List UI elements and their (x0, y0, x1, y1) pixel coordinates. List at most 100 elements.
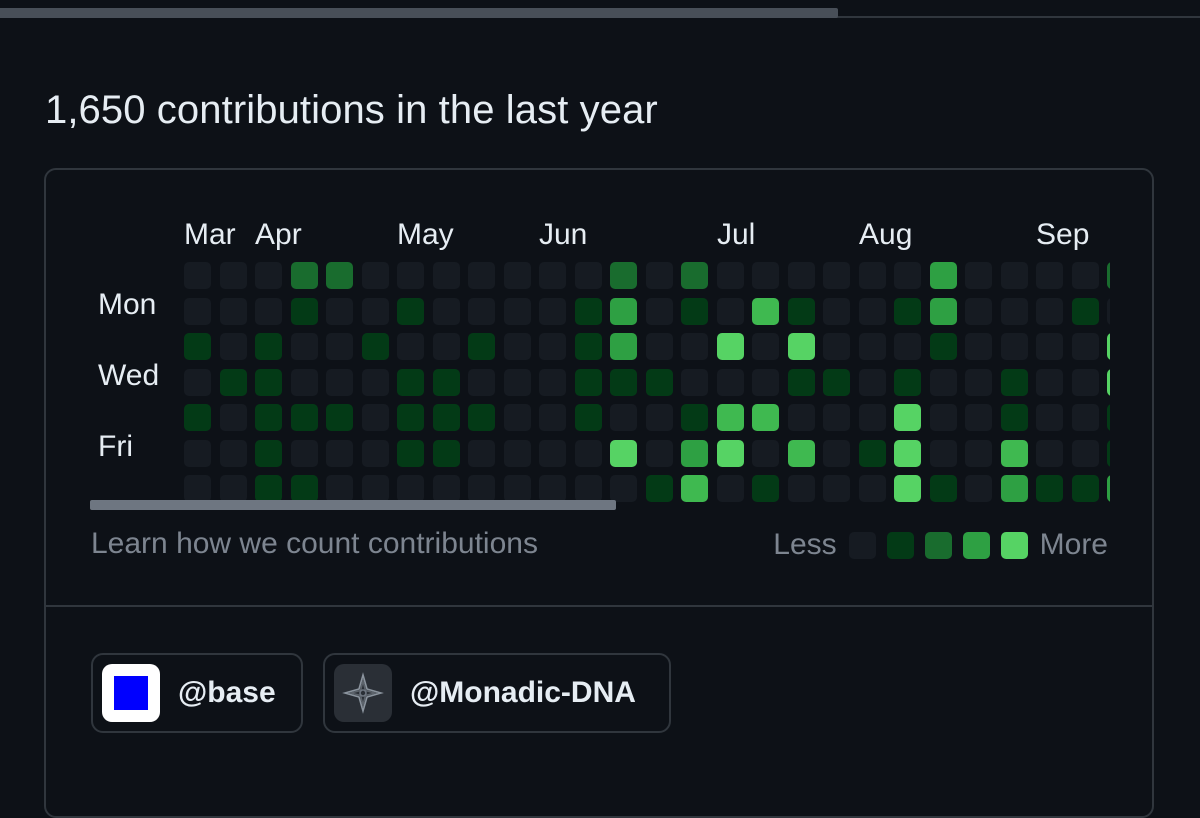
contribution-day-cell[interactable] (645, 333, 673, 360)
contribution-day-cell[interactable] (539, 333, 566, 360)
contribution-day-cell[interactable] (361, 439, 389, 467)
contribution-day-cell[interactable] (255, 404, 282, 431)
contribution-day-cell[interactable] (1107, 262, 1110, 289)
contribution-day-cell[interactable] (681, 404, 708, 431)
contribution-day-cell[interactable] (681, 297, 708, 325)
contribution-day-cell[interactable] (503, 475, 531, 502)
contribution-day-cell[interactable] (503, 368, 531, 396)
contribution-day-cell[interactable] (468, 475, 495, 502)
contribution-day-cell[interactable] (539, 475, 566, 502)
contribution-day-cell[interactable] (539, 297, 566, 325)
contribution-day-cell[interactable] (539, 262, 566, 289)
contribution-day-cell[interactable] (574, 475, 602, 502)
contribution-day-cell[interactable] (787, 404, 815, 431)
contribution-day-cell[interactable] (716, 368, 744, 396)
contribution-day-cell[interactable] (787, 439, 815, 467)
contribution-day-cell[interactable] (610, 333, 637, 360)
contribution-day-cell[interactable] (610, 439, 637, 467)
contribution-day-cell[interactable] (1071, 404, 1099, 431)
contribution-day-cell[interactable] (929, 297, 957, 325)
contribution-day-cell[interactable] (290, 333, 318, 360)
contribution-day-cell[interactable] (574, 262, 602, 289)
contribution-day-cell[interactable] (219, 333, 247, 360)
contribution-day-cell[interactable] (184, 475, 211, 502)
contribution-day-cell[interactable] (468, 404, 495, 431)
contribution-day-cell[interactable] (929, 475, 957, 502)
contribution-day-cell[interactable] (823, 368, 850, 396)
contribution-day-cell[interactable] (610, 404, 637, 431)
contribution-day-cell[interactable] (858, 404, 886, 431)
contribution-day-cell[interactable] (574, 404, 602, 431)
contribution-day-cell[interactable] (290, 297, 318, 325)
contribution-day-cell[interactable] (468, 262, 495, 289)
contribution-day-cell[interactable] (184, 262, 211, 289)
contribution-day-cell[interactable] (432, 333, 460, 360)
contribution-day-cell[interactable] (361, 262, 389, 289)
contribution-day-cell[interactable] (965, 368, 992, 396)
contribution-day-cell[interactable] (1036, 439, 1063, 467)
contribution-day-cell[interactable] (1000, 439, 1028, 467)
contribution-day-cell[interactable] (645, 297, 673, 325)
contribution-day-cell[interactable] (503, 262, 531, 289)
contribution-day-cell[interactable] (574, 368, 602, 396)
contribution-day-cell[interactable] (397, 439, 424, 467)
contribution-day-cell[interactable] (219, 262, 247, 289)
contribution-day-cell[interactable] (574, 333, 602, 360)
contribution-day-cell[interactable] (219, 475, 247, 502)
contribution-day-cell[interactable] (255, 297, 282, 325)
contribution-day-cell[interactable] (1000, 404, 1028, 431)
contribution-day-cell[interactable] (326, 333, 353, 360)
contribution-day-cell[interactable] (823, 297, 850, 325)
contribution-day-cell[interactable] (539, 368, 566, 396)
contribution-day-cell[interactable] (716, 297, 744, 325)
contribution-day-cell[interactable] (574, 439, 602, 467)
contribution-day-cell[interactable] (361, 368, 389, 396)
contribution-day-cell[interactable] (787, 368, 815, 396)
contribution-day-cell[interactable] (255, 475, 282, 502)
contribution-day-cell[interactable] (1036, 475, 1063, 502)
contribution-day-cell[interactable] (326, 368, 353, 396)
contribution-day-cell[interactable] (965, 262, 992, 289)
contribution-day-cell[interactable] (894, 404, 921, 431)
contribution-day-cell[interactable] (645, 439, 673, 467)
contribution-day-cell[interactable] (823, 333, 850, 360)
contribution-day-cell[interactable] (716, 439, 744, 467)
contribution-day-cell[interactable] (1036, 404, 1063, 431)
contribution-day-cell[interactable] (965, 475, 992, 502)
contribution-day-cell[interactable] (539, 439, 566, 467)
contribution-day-cell[interactable] (255, 368, 282, 396)
contribution-day-cell[interactable] (681, 262, 708, 289)
contribution-day-cell[interactable] (752, 368, 779, 396)
contribution-day-cell[interactable] (432, 297, 460, 325)
contribution-day-cell[interactable] (184, 439, 211, 467)
contribution-day-cell[interactable] (1107, 404, 1110, 431)
learn-contributions-link[interactable]: Learn how we count contributions (91, 527, 538, 560)
contribution-day-cell[interactable] (858, 297, 886, 325)
contribution-day-cell[interactable] (468, 368, 495, 396)
contribution-day-cell[interactable] (432, 368, 460, 396)
contribution-day-cell[interactable] (965, 439, 992, 467)
contribution-day-cell[interactable] (752, 404, 779, 431)
contribution-day-cell[interactable] (539, 404, 566, 431)
contribution-day-cell[interactable] (716, 404, 744, 431)
contribution-day-cell[interactable] (290, 439, 318, 467)
contribution-day-cell[interactable] (361, 475, 389, 502)
contribution-day-cell[interactable] (1036, 368, 1063, 396)
contribution-day-cell[interactable] (326, 475, 353, 502)
contribution-day-cell[interactable] (752, 475, 779, 502)
contribution-day-cell[interactable] (858, 439, 886, 467)
contribution-day-cell[interactable] (823, 404, 850, 431)
contribution-day-cell[interactable] (645, 475, 673, 502)
contribution-day-cell[interactable] (645, 368, 673, 396)
contribution-day-cell[interactable] (1107, 368, 1110, 396)
contribution-day-cell[interactable] (858, 262, 886, 289)
contribution-day-cell[interactable] (397, 404, 424, 431)
graph-scrollbar-thumb[interactable] (90, 500, 616, 510)
contribution-day-cell[interactable] (1071, 333, 1099, 360)
contribution-day-cell[interactable] (1071, 475, 1099, 502)
contribution-day-cell[interactable] (255, 439, 282, 467)
contribution-day-cell[interactable] (503, 439, 531, 467)
org-badge-monadic-dna[interactable]: @Monadic-DNA (323, 653, 671, 733)
contribution-day-cell[interactable] (858, 368, 886, 396)
contribution-day-cell[interactable] (1036, 333, 1063, 360)
